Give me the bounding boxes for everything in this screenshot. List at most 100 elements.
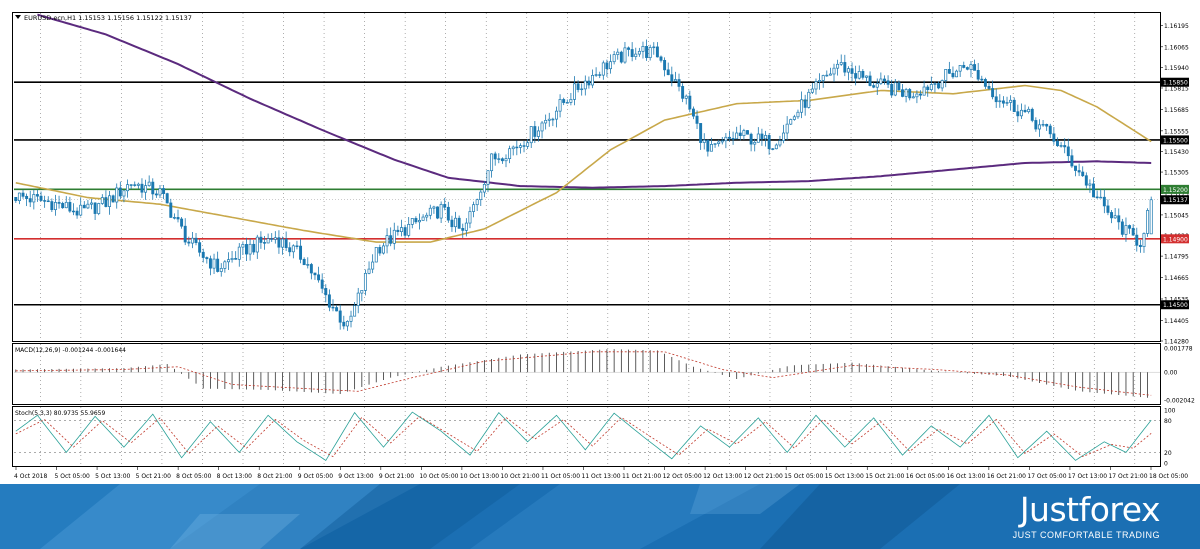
candle [749,132,753,152]
candle [976,62,980,81]
candle [695,110,699,129]
candle-body [35,194,39,197]
candle [284,231,288,251]
candle [28,190,32,208]
candle-body [331,306,335,309]
time-tick-label: 16 Oct 13:00 [946,473,985,480]
candle [169,198,173,218]
macd-tick-label: -0.002042 [1164,398,1195,405]
candle-body [17,192,21,202]
macd-panel [12,343,1161,405]
candle-body [1045,123,1049,127]
collapse-triangle-icon[interactable] [15,15,21,19]
candle-body [1077,170,1081,173]
candle [915,90,919,104]
candle-body [1056,140,1059,147]
stoch-tick-label: 0 [1164,461,1168,468]
candle-body [526,142,530,147]
candle-body [396,229,400,232]
candle [663,57,667,77]
candle-body [861,71,865,78]
candle [338,304,342,330]
candle [630,42,634,62]
level-price-tag: 1.15137 [1161,195,1189,205]
candle-body [162,188,166,194]
candle [735,126,739,140]
candle [1027,106,1031,114]
candle-body [226,259,230,263]
candle-body [255,236,259,253]
candle [991,80,995,100]
candle-body [598,74,602,76]
candle-body [147,181,151,186]
level-tag-label: 1.15850 [1163,80,1188,87]
candle-body [172,217,176,219]
candle [443,197,447,211]
candle-body [760,133,764,140]
price-tick-label: 1.14405 [1164,318,1189,325]
candle [385,228,389,254]
candle [861,69,865,80]
candle [410,218,414,229]
candle [782,124,786,144]
candle [634,47,638,60]
candle-body [295,245,299,247]
candle-body [774,144,778,150]
candle-body [407,223,411,236]
candle-body [176,217,180,220]
candle [738,124,742,141]
candle-body [998,100,1002,103]
candle-body [97,203,101,214]
time-tick-label: 16 Oct 21:00 [987,473,1026,480]
candle-body [1106,205,1110,213]
price-panel [12,12,1161,342]
candle [245,237,248,262]
candle-body [1110,212,1114,219]
candle-body [666,69,670,76]
candle [1056,137,1059,147]
candle [645,39,649,61]
time-tick-label: 15 Oct 05:00 [784,473,823,480]
candle-body [814,81,818,90]
candle [504,154,508,168]
level-price-tag: 1.15850 [1161,77,1189,87]
candle [558,94,562,118]
candle [609,54,613,74]
candle-body [180,218,184,227]
horizontal-levels [14,81,1160,306]
candle-body [1120,221,1124,235]
time-tick-label: 10 Oct 21:00 [500,473,539,480]
candle [857,65,861,80]
candle-body [749,133,753,145]
candle [886,75,890,89]
candle-body [926,86,930,91]
candle [1074,165,1077,177]
candle [709,137,713,152]
time-tick-label: 4 Oct 2018 [14,473,47,480]
candle [1120,218,1124,237]
candle [518,143,522,154]
candle [497,153,501,164]
candle-body [897,82,901,91]
candle-body [652,46,656,49]
candle [259,231,263,249]
candle [378,244,382,256]
candle-body [39,195,43,201]
candle-body [641,46,645,52]
candle-body [194,237,198,244]
candle [508,145,512,164]
candle [35,189,39,202]
candle [1063,138,1067,154]
candle [90,198,93,210]
candle-body [630,49,634,57]
candle-body [594,74,598,76]
candle-body [1016,111,1020,117]
candle-body [987,86,991,89]
candle-body [746,130,749,135]
candle-body [126,184,130,192]
candle-body [374,247,378,263]
candle [194,232,198,246]
candle [64,196,68,209]
candle [774,143,778,150]
candle [699,123,703,150]
